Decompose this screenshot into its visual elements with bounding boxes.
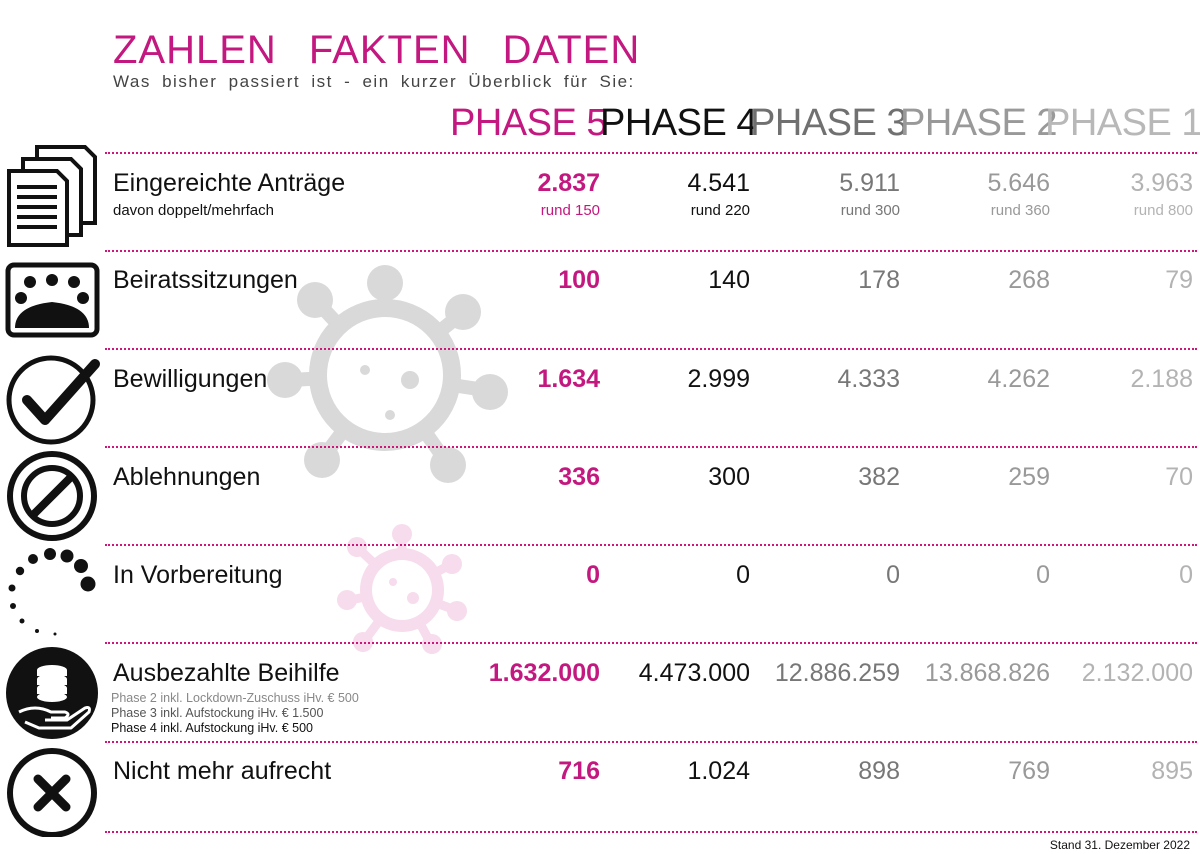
value-nicht-aufrecht-phase5: 716 [558, 757, 600, 785]
value-nicht-aufrecht-phase2: 769 [1008, 757, 1050, 785]
value-ablehnungen-phase1: 70 [1165, 463, 1193, 491]
row-separator [105, 348, 1197, 350]
row-label-bewilligungen: Bewilligungen [113, 365, 268, 393]
value-vorbereitung-phase5: 0 [586, 561, 600, 589]
row-separator [105, 831, 1197, 833]
value-vorbereitung-phase2: 0 [1036, 561, 1050, 589]
value-ablehnungen-phase3: 382 [858, 463, 900, 491]
virus-watermark-large [267, 265, 508, 483]
phase-4-header: PHASE 4 [600, 102, 758, 144]
loading-icon [8, 548, 96, 636]
documents-icon [7, 145, 97, 247]
close-circle-icon [7, 748, 97, 837]
value-beihilfe-phase4: 4.473.000 [638, 659, 750, 687]
note-phase2: Phase 2 inkl. Lockdown-Zuschuss iHv. € 5… [111, 691, 359, 705]
row-separator [105, 152, 1197, 154]
note-phase4: Phase 4 inkl. Aufstockung iHv. € 500 [111, 721, 313, 735]
coins-hand-icon [6, 647, 98, 739]
value-antraege-phase2: 5.646 [987, 169, 1050, 197]
meeting-icon [5, 262, 100, 338]
value-vorbereitung-phase3: 0 [886, 561, 900, 589]
row-separator [105, 642, 1197, 644]
row-separator [105, 741, 1197, 743]
subvalue-doppelt-phase2: rund 360 [990, 202, 1050, 219]
subvalue-doppelt-phase1: rund 800 [1133, 202, 1193, 219]
value-ablehnungen-phase5: 336 [558, 463, 600, 491]
value-nicht-aufrecht-phase4: 1.024 [687, 757, 750, 785]
value-bewilligungen-phase1: 2.188 [1130, 365, 1193, 393]
value-bewilligungen-phase3: 4.333 [837, 365, 900, 393]
stand-date: Stand 31. Dezember 2022 [1049, 838, 1190, 852]
prohibited-icon [7, 451, 97, 541]
phase-1-header: PHASE 1 [1045, 102, 1200, 144]
value-beirat-phase1: 79 [1165, 266, 1193, 294]
row-label-antraege: Eingereichte Anträge [113, 169, 346, 197]
row-label-nicht-aufrecht: Nicht mehr aufrecht [113, 757, 332, 785]
value-beihilfe-phase3: 12.886.259 [774, 659, 900, 687]
value-nicht-aufrecht-phase1: 895 [1151, 757, 1193, 785]
row-label-ablehnungen: Ablehnungen [113, 463, 261, 491]
row-label-beiratssitzungen: Beiratssitzungen [113, 266, 298, 294]
phase-3-header: PHASE 3 [750, 102, 908, 144]
row-separator [105, 250, 1197, 252]
note-phase3: Phase 3 inkl. Aufstockung iHv. € 1.500 [111, 706, 324, 720]
value-beirat-phase2: 268 [1008, 266, 1050, 294]
value-beirat-phase3: 178 [858, 266, 900, 294]
value-antraege-phase3: 5.911 [839, 169, 900, 197]
page-title: ZAHLEN FAKTEN DATEN [113, 28, 641, 72]
value-beirat-phase4: 140 [708, 266, 750, 294]
value-beihilfe-phase2: 13.868.826 [924, 659, 1050, 687]
subvalue-doppelt-phase3: rund 300 [840, 202, 900, 219]
phase-2-header: PHASE 2 [900, 102, 1058, 144]
phase-5-header: PHASE 5 [450, 102, 608, 144]
value-ablehnungen-phase2: 259 [1008, 463, 1050, 491]
subvalue-doppelt-phase4: rund 220 [690, 202, 750, 219]
row-sublabel-doppelt: davon doppelt/mehrfach [113, 202, 274, 219]
row-separator [105, 446, 1197, 448]
value-beihilfe-phase5: 1.632.000 [488, 659, 600, 687]
row-label-beihilfe: Ausbezahlte Beihilfe [113, 659, 340, 687]
value-bewilligungen-phase4: 2.999 [687, 365, 750, 393]
value-nicht-aufrecht-phase3: 898 [858, 757, 900, 785]
value-beihilfe-phase1: 2.132.000 [1081, 659, 1193, 687]
value-vorbereitung-phase4: 0 [736, 561, 750, 589]
value-antraege-phase1: 3.963 [1130, 169, 1193, 197]
value-antraege-phase5: 2.837 [537, 169, 600, 197]
page-subtitle: Was bisher passiert ist - ein kurzer Übe… [113, 72, 635, 91]
value-antraege-phase4: 4.541 [687, 169, 750, 197]
subvalue-doppelt-phase5: rund 150 [540, 202, 600, 219]
value-beirat-phase5: 100 [558, 266, 600, 294]
row-label-vorbereitung: In Vorbereitung [113, 561, 283, 589]
checkmark-icon [6, 355, 100, 445]
value-ablehnungen-phase4: 300 [708, 463, 750, 491]
row-separator [105, 544, 1197, 546]
value-bewilligungen-phase2: 4.262 [987, 365, 1050, 393]
value-bewilligungen-phase5: 1.634 [537, 365, 600, 393]
value-vorbereitung-phase1: 0 [1179, 561, 1193, 589]
